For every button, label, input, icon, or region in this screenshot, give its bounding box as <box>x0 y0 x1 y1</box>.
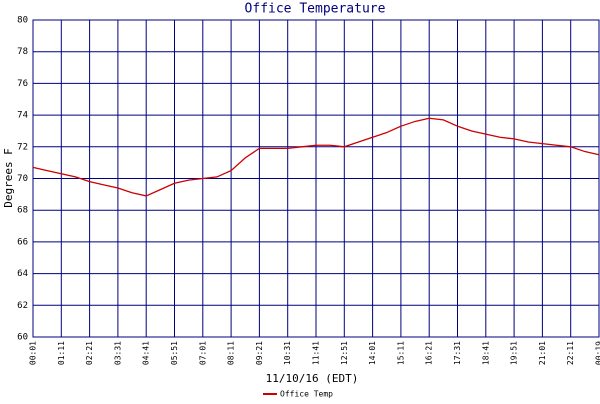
x-tick-label: 19:51 <box>510 341 519 365</box>
x-tick-label: 04:41 <box>142 341 151 365</box>
y-tick-label: 78 <box>17 47 28 57</box>
legend-label: Office Temp <box>280 390 333 399</box>
x-tick-label: 03:31 <box>113 341 122 365</box>
x-tick-label: 00:01 <box>29 341 38 365</box>
x-tick-label: 10:31 <box>283 341 292 365</box>
chart-title: Office Temperature <box>245 2 386 17</box>
x-tick-label: 00:19 <box>595 341 600 365</box>
y-tick-label: 66 <box>17 237 28 247</box>
y-tick-label: 62 <box>17 301 28 311</box>
y-axis-title: Degrees F <box>2 148 15 208</box>
x-tick-label: 01:11 <box>57 341 66 365</box>
x-tick-label: 05:51 <box>170 341 179 365</box>
y-tick-label: 64 <box>17 269 28 279</box>
x-tick-label: 08:11 <box>227 341 236 365</box>
x-tick-label: 14:01 <box>368 341 377 365</box>
x-tick-label: 07:01 <box>198 341 207 365</box>
x-tick-label: 21:01 <box>538 341 547 365</box>
x-tick-label: 22:11 <box>566 341 575 365</box>
x-tick-label: 18:41 <box>481 341 490 365</box>
y-tick-label: 80 <box>17 16 28 26</box>
x-tick-label: 12:51 <box>340 341 349 365</box>
y-tick-label: 74 <box>17 111 28 121</box>
x-tick-label: 09:21 <box>255 341 264 365</box>
x-tick-label: 02:21 <box>85 341 94 365</box>
y-tick-label: 68 <box>17 206 28 216</box>
x-axis-title: 11/10/16 (EDT) <box>266 372 359 385</box>
x-tick-label: 16:21 <box>425 341 434 365</box>
y-tick-label: 60 <box>17 333 28 343</box>
y-tick-label: 76 <box>17 79 28 89</box>
x-tick-label: 15:11 <box>396 341 405 365</box>
x-tick-label: 11:41 <box>312 341 321 365</box>
y-tick-label: 72 <box>17 142 28 152</box>
y-tick-label: 70 <box>17 174 28 184</box>
x-tick-label: 17:31 <box>453 341 462 365</box>
